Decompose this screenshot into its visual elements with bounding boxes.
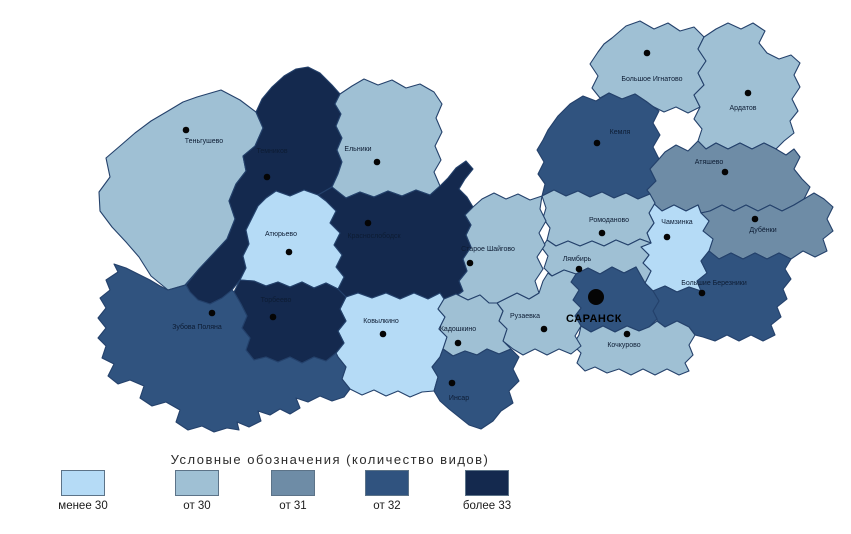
district-label-bolshie-berezniki: Большие Березники (681, 280, 747, 287)
admin-center-dot-ardatov (744, 89, 752, 97)
legend-item: от 32 (342, 470, 432, 512)
district-label-kovylkino: Ковылкино (363, 318, 399, 325)
district-label-dubyonki: Дубёнки (749, 226, 776, 234)
admin-center-dot-kochkurovo (623, 330, 631, 338)
map-legend: Условные обозначения (количество видов) … (0, 444, 851, 534)
district-label-romodanovo: Ромоданово (589, 217, 629, 224)
legend-item: от 31 (248, 470, 338, 512)
district-label-tengushevo: Теньгушево (185, 138, 223, 145)
district-label-torbeevo: Торбеево (261, 296, 292, 304)
legend-item: от 30 (152, 470, 242, 512)
district-label-elniki: Ельники (344, 146, 371, 153)
admin-center-dot-bolshoe-ignatovo (643, 49, 651, 57)
admin-center-dot-romodanovo (598, 229, 606, 237)
admin-center-dot-atyashevo (721, 168, 729, 176)
legend-title: Условные обозначения (количество видов) (170, 452, 490, 467)
legend-class-label: от 30 (183, 500, 211, 512)
admin-center-dot-temnikov (263, 173, 271, 181)
legend-class-label: от 32 (373, 500, 401, 512)
district-label-kochkurovo: Кочкурово (607, 342, 640, 349)
legend-class-label: более 33 (462, 500, 512, 512)
district-kochkurovo (572, 320, 696, 376)
admin-center-dot-staroe-shaygovo (466, 259, 474, 267)
legend-swatch-from-30 (175, 470, 219, 496)
mordovia-districts-map: Теньгушево Темников Ельники Большое Игнатов… (97, 20, 834, 433)
district-insar (431, 348, 520, 430)
district-bolshie-berezniki (652, 250, 792, 342)
district-label-ruzaevka: Рузаевка (510, 313, 540, 320)
district-label-bolshoe-ignatovo: Большое Игнатово (621, 76, 682, 83)
district-label-lyambir: Лямбирь (563, 255, 592, 263)
admin-center-dot-lyambir (575, 265, 583, 273)
district-kemlya (536, 92, 661, 200)
district-label-atyashevo: Атяшево (695, 159, 724, 166)
district-elniki (331, 78, 443, 199)
district-label-krasnoslobodsk: Краснослободск (347, 232, 401, 240)
admin-center-dot-torbeevo (269, 313, 277, 321)
admin-center-dot-ruzaevka (540, 325, 548, 333)
admin-center-dot-zubova-polyana (208, 309, 216, 317)
district-torbeevo (233, 279, 347, 364)
district-ardatov (693, 22, 801, 150)
legend-swatch-less-30 (61, 470, 105, 496)
admin-center-dot-insar (448, 379, 456, 387)
district-label-saransk: САРАНСК (566, 313, 622, 325)
district-atyashevo (646, 140, 811, 214)
district-ruzaevka (496, 269, 582, 356)
admin-center-dot-kadoshkino (454, 339, 462, 347)
legend-class-label: менее 30 (58, 500, 108, 512)
district-label-temnikov: Темников (256, 148, 287, 155)
legend-swatch-from-32 (365, 470, 409, 496)
admin-center-dot-bolshie-berezniki (698, 289, 706, 297)
district-bolshoe-ignatovo (589, 20, 707, 114)
district-label-kadoshkino: Кадошкино (440, 326, 476, 333)
admin-center-dot-tengushevo (182, 126, 190, 134)
district-label-staroe-shaygovo: Старое Шайгово (461, 245, 515, 253)
district-label-chamzinka: Чамзинка (661, 219, 692, 226)
admin-center-dot-dubyonki (751, 215, 759, 223)
admin-center-dot-krasnoslobodsk (364, 219, 372, 227)
admin-center-dot-atyurevo (285, 248, 293, 256)
admin-center-dot-kemlya (593, 139, 601, 147)
admin-center-dot-kovylkino (379, 330, 387, 338)
district-label-atyurevo: Атюрьево (265, 231, 297, 238)
district-label-kemlya: Кемля (610, 129, 631, 136)
district-zubova-polyana (97, 263, 351, 433)
district-label-ardatov: Ардатов (730, 105, 757, 112)
legend-swatch-more-33 (465, 470, 509, 496)
legend-item: менее 30 (38, 470, 128, 512)
legend-item: более 33 (442, 470, 532, 512)
admin-center-dot-elniki (373, 158, 381, 166)
legend-class-label: от 31 (279, 500, 307, 512)
district-label-zubova-polyana: Зубова Поляна (172, 323, 222, 331)
admin-center-dot-saransk (588, 289, 604, 305)
district-label-insar: Инсар (449, 395, 469, 402)
legend-swatch-from-31 (271, 470, 315, 496)
admin-center-dot-chamzinka (663, 233, 671, 241)
district-kovylkino (335, 292, 448, 398)
